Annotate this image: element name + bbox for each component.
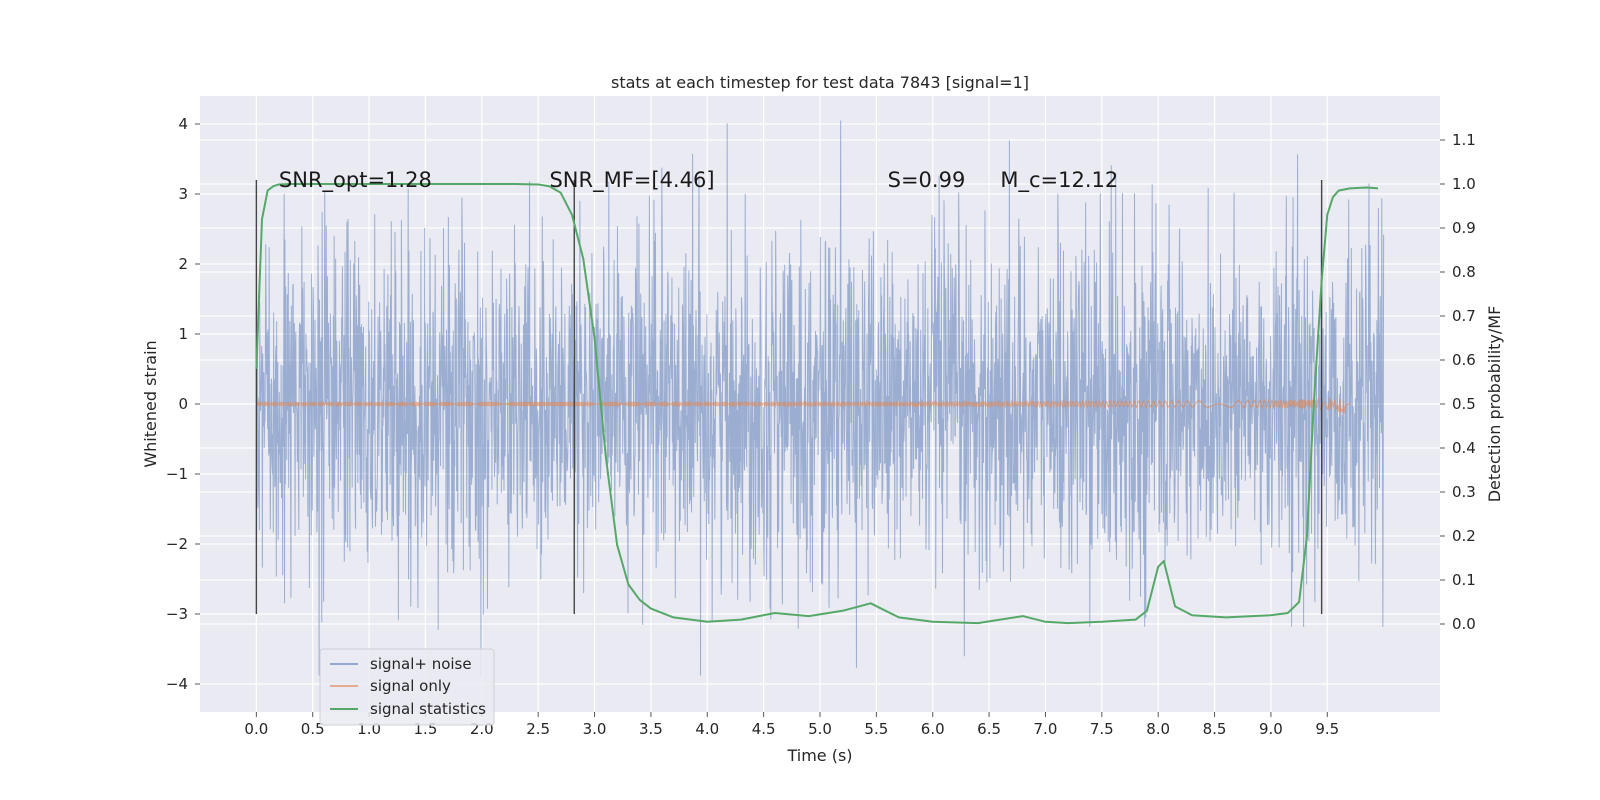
y-right-tick-label: 0.9 xyxy=(1452,219,1476,237)
y-right-tick-label: 0.6 xyxy=(1452,351,1476,369)
x-tick-label: 0.0 xyxy=(244,720,268,738)
line-signal-only xyxy=(255,396,1350,414)
x-tick-label: 5.0 xyxy=(808,720,832,738)
x-tick-label: 2.5 xyxy=(526,720,550,738)
legend-box xyxy=(319,648,495,726)
series-signal-statistics xyxy=(255,183,1379,625)
x-tick-label: 9.0 xyxy=(1259,720,1283,738)
y-axis-right-ticks: 1.1 1.0 0.9 0.8 0.7 0.6 0.5 0.4 0.3 0.2 0.1 0.0 xyxy=(1440,131,1476,633)
y-left-tick-label: −1 xyxy=(166,465,188,483)
x-tick-label: 4.5 xyxy=(752,720,776,738)
y-right-tick-label: 0.2 xyxy=(1452,527,1476,545)
annotation: S=0.99 xyxy=(888,168,966,192)
y-axis-left-label: Whitened strain xyxy=(141,340,160,467)
y-right-tick-label: 0.7 xyxy=(1452,307,1476,325)
x-tick-label: 6.0 xyxy=(921,720,945,738)
y-right-tick-label: 1.0 xyxy=(1452,175,1476,193)
y-left-tick-label: −2 xyxy=(166,535,188,553)
series-signal-only xyxy=(255,396,1350,414)
vertical-markers xyxy=(255,180,1323,614)
y-left-tick-label: 3 xyxy=(178,185,188,203)
x-tick-label: 8.5 xyxy=(1203,720,1227,738)
annotation: SNR_MF=[4.46] xyxy=(549,168,714,193)
y-left-tick-label: 1 xyxy=(178,325,188,343)
legend-label-stats: signal statistics xyxy=(370,700,486,718)
x-tick-label: 6.5 xyxy=(977,720,1001,738)
y-right-tick-label: 1.1 xyxy=(1452,131,1476,149)
y-left-tick-label: 2 xyxy=(178,255,188,273)
y-right-tick-label: 0.5 xyxy=(1452,395,1476,413)
line-signal-noise xyxy=(255,120,1385,676)
y-left-tick-label: 4 xyxy=(178,115,188,133)
y-left-tick-label: −4 xyxy=(166,675,188,693)
legend-label-signal: signal only xyxy=(370,677,451,695)
y-axis-right-label: Detection probability/MF xyxy=(1485,306,1504,503)
legend: signal+ noise signal only signal statist… xyxy=(319,648,495,726)
x-tick-label: 9.5 xyxy=(1315,720,1339,738)
x-axis-label: Time (s) xyxy=(786,746,852,765)
y-right-tick-label: 0.0 xyxy=(1452,615,1476,633)
x-tick-label: 4.0 xyxy=(695,720,719,738)
annotations: SNR_opt=1.28 SNR_MF=[4.46] S=0.99 M_c=12.12 xyxy=(279,168,1118,193)
annotation: M_c=12.12 xyxy=(1000,168,1118,193)
y-left-tick-label: 0 xyxy=(178,395,188,413)
x-tick-label: 7.0 xyxy=(1034,720,1058,738)
x-tick-label: 3.0 xyxy=(583,720,607,738)
legend-label-noise: signal+ noise xyxy=(370,655,472,673)
y-right-tick-label: 0.1 xyxy=(1452,571,1476,589)
x-tick-label: 3.5 xyxy=(639,720,663,738)
x-tick-label: 8.0 xyxy=(1146,720,1170,738)
x-tick-label: 5.5 xyxy=(864,720,888,738)
line-signal-statistics xyxy=(255,183,1379,625)
series-signal-noise xyxy=(255,120,1385,676)
y-axis-left-ticks: 4 3 2 1 0 −1 −2 −3 −4 xyxy=(166,115,200,693)
y-right-tick-label: 0.3 xyxy=(1452,483,1476,501)
y-right-tick-label: 0.4 xyxy=(1452,439,1476,457)
x-tick-label: 7.5 xyxy=(1090,720,1114,738)
y-left-tick-label: −3 xyxy=(166,605,188,623)
chart-title: stats at each timestep for test data 784… xyxy=(611,73,1029,92)
y-right-tick-label: 0.8 xyxy=(1452,263,1476,281)
annotation: SNR_opt=1.28 xyxy=(279,168,432,193)
x-tick-label: 0.5 xyxy=(301,720,325,738)
